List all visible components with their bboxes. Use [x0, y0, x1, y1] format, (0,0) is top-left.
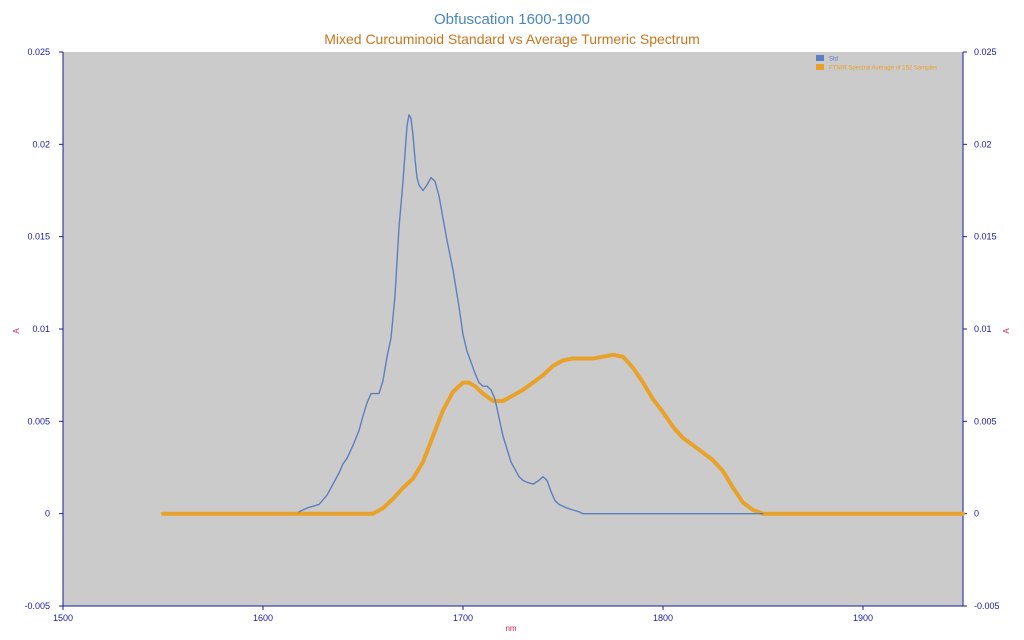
- x-tick-label: 1700: [453, 613, 473, 623]
- legend-label-std: Std: [829, 57, 838, 63]
- series-line-std: [298, 114, 764, 515]
- y2-tick-label: -0.005: [974, 601, 1000, 611]
- legend: Std FTNIR Spectral Average of 152 Sample…: [816, 55, 937, 72]
- y2-tick-label: 0.025: [974, 47, 997, 57]
- y-tick-label: 0.01: [32, 324, 50, 334]
- x-tick-label: 1500: [53, 613, 73, 623]
- y-tick-label: 0.025: [27, 47, 50, 57]
- y2-tick-label: 0: [974, 509, 979, 519]
- y-axis-label: A: [12, 328, 21, 334]
- y-tick-label: 0.015: [27, 232, 50, 242]
- x-tick-label: 1600: [253, 613, 273, 623]
- y-tick-label: 0.005: [27, 416, 50, 426]
- legend-label-ftnir: FTNIR Spectral Average of 152 Samples: [829, 66, 937, 72]
- y-tick-label: -0.005: [24, 601, 50, 611]
- x-tick-label: 1800: [653, 613, 673, 623]
- legend-swatch-ftnir: [816, 64, 824, 70]
- x-axis-label: nm: [505, 624, 516, 633]
- y-tick-label: 0.02: [32, 139, 50, 149]
- series-line-ftnir: [161, 352, 965, 516]
- y2-tick-label: 0.02: [974, 139, 992, 149]
- y2-tick-label: 0.005: [974, 416, 997, 426]
- y2-axis-label: A: [1002, 328, 1011, 334]
- plot-area: [63, 52, 963, 606]
- y2-tick-label: 0.015: [974, 232, 997, 242]
- chart-subtitle: Mixed Curcuminoid Standard vs Average Tu…: [324, 31, 700, 47]
- legend-swatch-std: [816, 55, 824, 61]
- y-tick-label: 0: [45, 509, 50, 519]
- x-tick-label: 1900: [853, 613, 873, 623]
- chart-title: Obfuscation 1600-1900: [434, 11, 590, 28]
- y2-tick-label: 0.01: [974, 324, 992, 334]
